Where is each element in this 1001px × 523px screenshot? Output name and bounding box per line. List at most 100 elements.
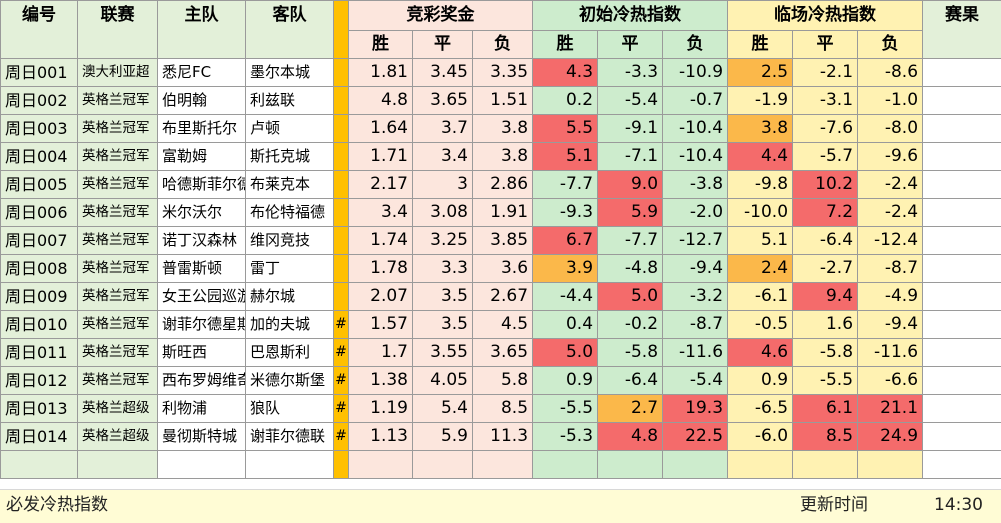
- initial-lose-cell[interactable]: -0.7: [663, 87, 728, 115]
- match-id-cell[interactable]: 周日007: [1, 227, 78, 255]
- home-team-cell[interactable]: 西布罗姆维奇: [158, 367, 246, 395]
- header-league[interactable]: 联赛: [78, 1, 158, 59]
- empty-cell[interactable]: [728, 451, 793, 479]
- live-draw-cell[interactable]: -5.5: [793, 367, 858, 395]
- match-id-cell[interactable]: 周日006: [1, 199, 78, 227]
- initial-win-cell[interactable]: -5.3: [533, 423, 598, 451]
- initial-win-cell[interactable]: 0.4: [533, 311, 598, 339]
- match-id-cell[interactable]: 周日003: [1, 115, 78, 143]
- league-cell[interactable]: 英格兰冠军: [78, 199, 158, 227]
- odds-lose-cell[interactable]: 5.8: [473, 367, 533, 395]
- empty-cell[interactable]: [158, 451, 246, 479]
- initial-lose-cell[interactable]: -10.9: [663, 59, 728, 87]
- live-draw-cell[interactable]: -7.6: [793, 115, 858, 143]
- odds-lose-cell[interactable]: 3.35: [473, 59, 533, 87]
- result-cell[interactable]: [923, 339, 1001, 367]
- initial-win-cell[interactable]: 0.2: [533, 87, 598, 115]
- home-team-cell[interactable]: 诺丁汉森林: [158, 227, 246, 255]
- league-cell[interactable]: 英格兰冠军: [78, 143, 158, 171]
- initial-draw-cell[interactable]: 4.8: [598, 423, 663, 451]
- header-odds-draw[interactable]: 平: [413, 31, 473, 59]
- initial-win-cell[interactable]: -4.4: [533, 283, 598, 311]
- empty-cell[interactable]: [533, 451, 598, 479]
- live-win-cell[interactable]: -10.0: [728, 199, 793, 227]
- marker-cell[interactable]: #: [334, 367, 349, 395]
- marker-cell[interactable]: [334, 227, 349, 255]
- match-id-cell[interactable]: 周日004: [1, 143, 78, 171]
- match-id-cell[interactable]: 周日008: [1, 255, 78, 283]
- odds-lose-cell[interactable]: 2.86: [473, 171, 533, 199]
- away-team-cell[interactable]: 巴恩斯利: [246, 339, 334, 367]
- header-init-win[interactable]: 胜: [533, 31, 598, 59]
- live-lose-cell[interactable]: -8.6: [858, 59, 923, 87]
- result-cell[interactable]: [923, 395, 1001, 423]
- live-lose-cell[interactable]: -9.6: [858, 143, 923, 171]
- empty-cell[interactable]: [793, 451, 858, 479]
- live-draw-cell[interactable]: -5.7: [793, 143, 858, 171]
- away-team-cell[interactable]: 谢菲尔德联: [246, 423, 334, 451]
- initial-draw-cell[interactable]: -5.8: [598, 339, 663, 367]
- header-init-draw[interactable]: 平: [598, 31, 663, 59]
- odds-win-cell[interactable]: 1.38: [349, 367, 413, 395]
- initial-draw-cell[interactable]: -3.3: [598, 59, 663, 87]
- initial-win-cell[interactable]: -7.7: [533, 171, 598, 199]
- odds-lose-cell[interactable]: 3.6: [473, 255, 533, 283]
- initial-lose-cell[interactable]: 22.5: [663, 423, 728, 451]
- league-cell[interactable]: 英格兰超级: [78, 423, 158, 451]
- away-team-cell[interactable]: 米德尔斯堡: [246, 367, 334, 395]
- odds-win-cell[interactable]: 1.71: [349, 143, 413, 171]
- match-id-cell[interactable]: 周日009: [1, 283, 78, 311]
- initial-draw-cell[interactable]: -4.8: [598, 255, 663, 283]
- initial-draw-cell[interactable]: -0.2: [598, 311, 663, 339]
- empty-cell[interactable]: [598, 451, 663, 479]
- header-result[interactable]: 赛果: [923, 1, 1001, 59]
- odds-lose-cell[interactable]: 1.91: [473, 199, 533, 227]
- marker-cell[interactable]: [334, 255, 349, 283]
- initial-draw-cell[interactable]: -5.4: [598, 87, 663, 115]
- live-draw-cell[interactable]: -2.7: [793, 255, 858, 283]
- live-win-cell[interactable]: 4.4: [728, 143, 793, 171]
- header-live-draw[interactable]: 平: [793, 31, 858, 59]
- odds-win-cell[interactable]: 1.81: [349, 59, 413, 87]
- header-odds-group[interactable]: 竞彩奖金: [349, 1, 533, 31]
- marker-cell[interactable]: #: [334, 311, 349, 339]
- initial-lose-cell[interactable]: 19.3: [663, 395, 728, 423]
- odds-win-cell[interactable]: 1.7: [349, 339, 413, 367]
- live-win-cell[interactable]: 2.5: [728, 59, 793, 87]
- odds-draw-cell[interactable]: 5.4: [413, 395, 473, 423]
- live-lose-cell[interactable]: -2.4: [858, 199, 923, 227]
- league-cell[interactable]: 英格兰冠军: [78, 87, 158, 115]
- initial-draw-cell[interactable]: 9.0: [598, 171, 663, 199]
- odds-draw-cell[interactable]: 3.4: [413, 143, 473, 171]
- home-team-cell[interactable]: 斯旺西: [158, 339, 246, 367]
- header-odds-win[interactable]: 胜: [349, 31, 413, 59]
- initial-win-cell[interactable]: 5.0: [533, 339, 598, 367]
- league-cell[interactable]: 英格兰冠军: [78, 171, 158, 199]
- live-win-cell[interactable]: 2.4: [728, 255, 793, 283]
- home-team-cell[interactable]: 米尔沃尔: [158, 199, 246, 227]
- odds-win-cell[interactable]: 4.8: [349, 87, 413, 115]
- live-lose-cell[interactable]: -9.4: [858, 311, 923, 339]
- live-lose-cell[interactable]: -6.6: [858, 367, 923, 395]
- odds-draw-cell[interactable]: 3.55: [413, 339, 473, 367]
- odds-win-cell[interactable]: 1.13: [349, 423, 413, 451]
- empty-cell[interactable]: [349, 451, 413, 479]
- initial-lose-cell[interactable]: -9.4: [663, 255, 728, 283]
- marker-cell[interactable]: [334, 59, 349, 87]
- live-win-cell[interactable]: 0.9: [728, 367, 793, 395]
- initial-lose-cell[interactable]: -12.7: [663, 227, 728, 255]
- initial-draw-cell[interactable]: 5.0: [598, 283, 663, 311]
- initial-draw-cell[interactable]: -9.1: [598, 115, 663, 143]
- initial-win-cell[interactable]: 5.5: [533, 115, 598, 143]
- home-team-cell[interactable]: 谢菲尔德星期三: [158, 311, 246, 339]
- empty-cell[interactable]: [923, 451, 1001, 479]
- live-lose-cell[interactable]: 21.1: [858, 395, 923, 423]
- match-id-cell[interactable]: 周日001: [1, 59, 78, 87]
- live-lose-cell[interactable]: 24.9: [858, 423, 923, 451]
- odds-lose-cell[interactable]: 8.5: [473, 395, 533, 423]
- header-live-win[interactable]: 胜: [728, 31, 793, 59]
- away-team-cell[interactable]: 斯托克城: [246, 143, 334, 171]
- empty-cell[interactable]: [78, 451, 158, 479]
- league-cell[interactable]: 英格兰冠军: [78, 227, 158, 255]
- odds-lose-cell[interactable]: 3.8: [473, 115, 533, 143]
